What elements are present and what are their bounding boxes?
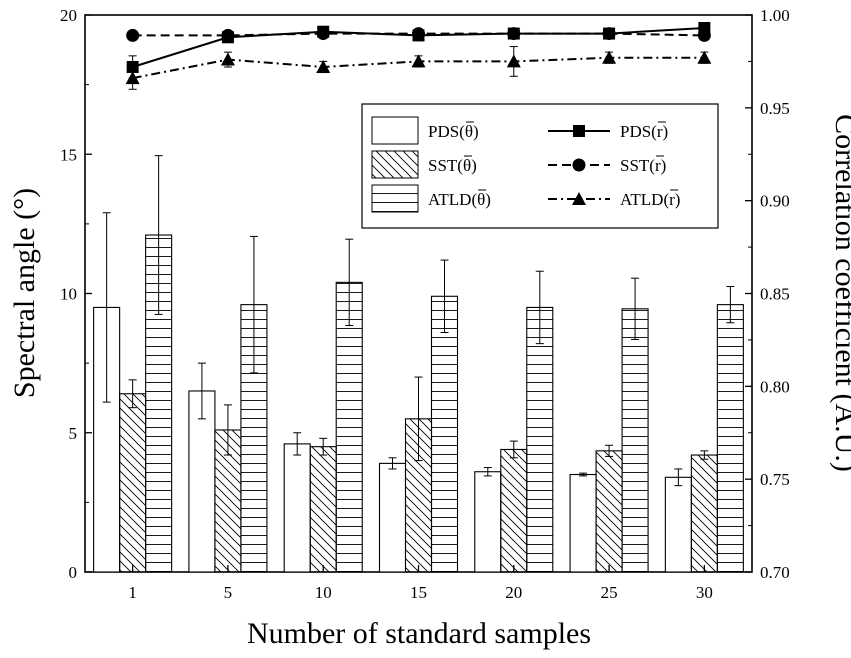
x-axis-title: Number of standard samples [247,617,591,650]
bar [595,450,623,573]
bars-layer [93,155,744,573]
x-tick-label: 25 [601,583,618,602]
bar [664,476,692,573]
chart-legend: PDS(θ) SST(θ) ATLD(θ) PDS(r) SST(r) ATLD(r) [361,103,719,229]
bar [621,308,649,573]
marker-triangle [697,50,712,64]
bar [569,473,597,573]
bar [690,454,718,573]
marker-triangle [572,192,586,205]
x-tick-label: 1 [128,583,137,602]
bar [526,306,554,573]
y2-tick-label: 0.90 [760,192,790,211]
bar [309,446,337,573]
legend-label: ATLD(r) [620,190,680,209]
y2-tick-label: 0.75 [760,470,790,489]
bar [474,471,502,573]
y-tick-label: 5 [69,424,78,443]
marker-triangle [220,52,235,66]
marker-triangle [602,50,617,64]
y2-axis-title: Correlation coefficient (A.U.) [829,114,851,472]
y-tick-label: 0 [69,563,78,582]
x-tick-label: 15 [410,583,427,602]
x-tick-label: 30 [696,583,713,602]
legend-swatch [371,184,419,213]
bar [430,295,459,573]
y-tick-label: 10 [60,285,77,304]
marker-circle [412,27,425,41]
marker-circle [507,27,521,41]
y-tick-label: 20 [60,6,77,25]
marker-circle [316,27,330,41]
legend-swatch [371,150,419,179]
marker-triangle [411,54,426,68]
y2-tick-label: 1.00 [760,6,790,25]
y2-tick-label: 0.70 [760,563,790,582]
y-axis-title: Spectral angle (°) [8,188,41,398]
bar [378,462,407,573]
bar [500,448,528,573]
y2-tick-label: 0.95 [760,99,790,118]
legend-label: ATLD(θ) [428,190,491,209]
marker-circle [221,28,235,42]
bar [119,393,147,573]
marker-circle [697,28,711,42]
legend-label: SST(θ) [428,156,477,175]
legend-box [361,103,719,229]
legend-label: SST(r) [620,156,666,175]
y2-tick-label: 0.80 [760,377,790,396]
marker-triangle [316,59,331,73]
lines-layer [125,21,712,90]
bar [716,304,744,573]
x-tick-label: 20 [505,583,522,602]
legend-label: PDS(θ) [428,122,479,141]
y-tick-label: 15 [60,145,77,164]
legend-label: PDS(r) [620,122,668,141]
marker-circle [572,158,586,172]
marker-triangle [125,71,140,85]
x-tick-label: 5 [224,583,233,602]
marker-square [573,125,585,137]
marker-circle [126,28,140,42]
bar [283,443,311,573]
x-tick-label: 10 [315,583,332,602]
legend-swatch [371,116,419,145]
marker-triangle [506,54,521,68]
y2-tick-label: 0.85 [760,285,790,304]
marker-circle [602,27,616,41]
